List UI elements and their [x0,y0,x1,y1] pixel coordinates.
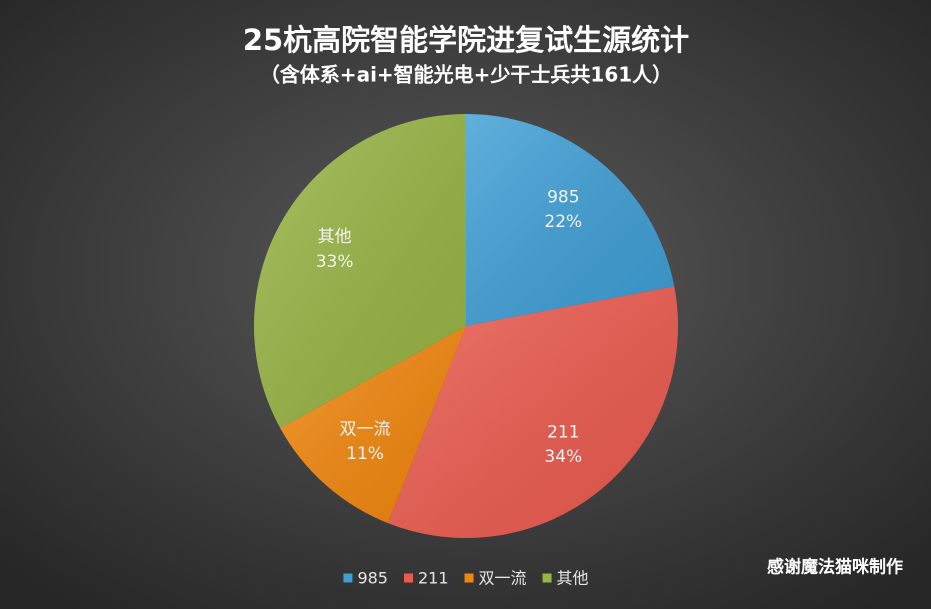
legend-label: 985 [357,569,388,588]
legend-label: 211 [418,569,449,588]
slice-label: 其他 33% [316,227,354,272]
slice-category: 其他 [318,227,352,247]
pie: 985 22%211 34%双一流 11%其他 33% [254,114,678,538]
slice-sheen [466,114,675,326]
legend-swatch [343,573,353,583]
slice-percent: 22% [544,212,582,232]
slice-label: 985 22% [544,187,582,232]
slice-category: 211 [547,423,579,443]
slice-label: 双一流 11% [340,419,391,464]
slice-label: 211 34% [544,423,582,468]
legend-label: 其他 [557,569,589,588]
slice-percent: 34% [544,447,582,467]
legend-swatch [464,573,474,583]
chart-subtitle: （含体系+ai+智能光电+少干士兵共161人） [260,63,672,87]
chart-title: 25杭高院智能学院进复试生源统计 [243,23,689,57]
legend: 985 211 双一流 其他 [343,569,589,588]
slice-percent: 11% [346,444,384,464]
slice-percent: 33% [316,252,354,272]
slice-sheen [254,114,466,429]
legend-label: 双一流 [479,569,527,588]
credit-note: 感谢魔法猫咪制作 [767,557,903,578]
slice-category: 双一流 [340,419,391,439]
legend-swatch [403,573,413,583]
legend-swatch [542,573,552,583]
slice-category: 985 [547,187,579,207]
slice-sheen [280,326,466,524]
legend-item: 双一流 [464,569,527,588]
legend-item: 985 [343,569,388,588]
legend-item: 其他 [542,569,589,588]
legend-item: 211 [403,569,449,588]
slice-sheen [387,286,678,538]
